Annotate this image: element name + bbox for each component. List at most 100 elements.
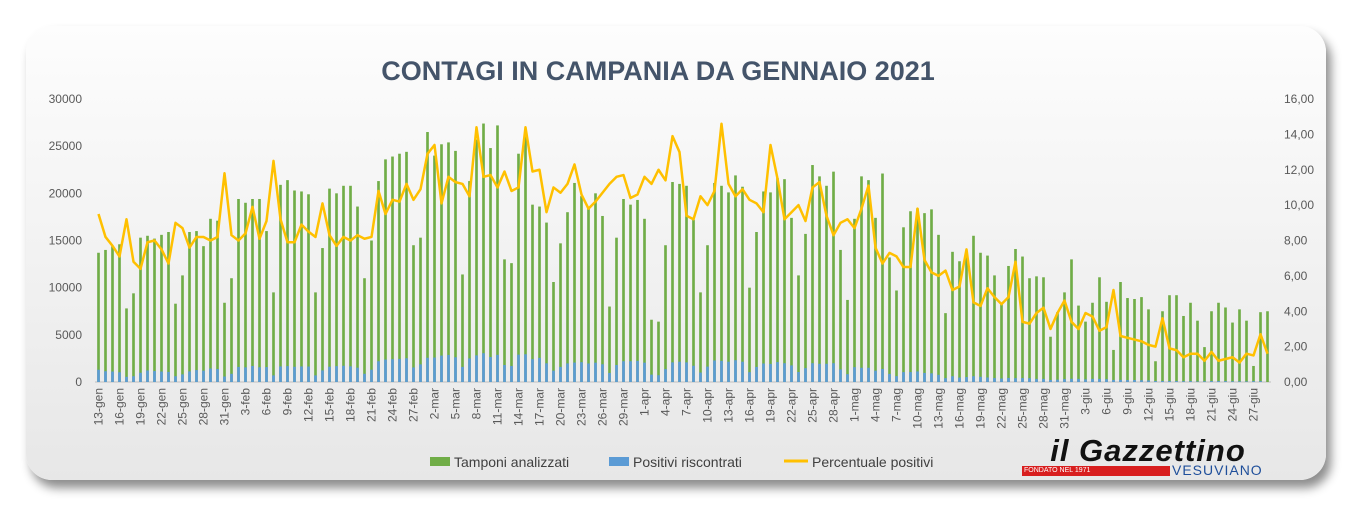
tamponi-bars xyxy=(97,123,1269,382)
x-tick-label: 17-mar xyxy=(533,388,547,426)
bar-tamponi xyxy=(104,249,107,382)
bar-tamponi xyxy=(258,198,261,382)
bar-positivi xyxy=(489,357,492,382)
bar-tamponi xyxy=(188,232,191,382)
bar-positivi xyxy=(1000,378,1003,382)
bar-positivi xyxy=(370,369,373,382)
bar-tamponi xyxy=(475,139,478,382)
bar-positivi xyxy=(734,360,737,382)
bar-positivi xyxy=(1140,380,1143,382)
bar-positivi xyxy=(664,369,667,382)
bar-positivi xyxy=(412,367,415,382)
x-tick-label: 6-giu xyxy=(1100,388,1114,415)
bar-tamponi xyxy=(895,290,898,382)
bar-tamponi xyxy=(1175,295,1178,382)
bar-tamponi xyxy=(272,292,275,382)
bar-tamponi xyxy=(244,202,247,382)
bar-positivi xyxy=(559,366,562,382)
x-tick-label: 23-mar xyxy=(575,388,589,426)
bar-positivi xyxy=(503,365,506,382)
bar-tamponi xyxy=(335,193,338,382)
bar-tamponi xyxy=(356,206,359,382)
bar-tamponi xyxy=(517,153,520,382)
bar-positivi xyxy=(1077,378,1080,382)
bar-positivi xyxy=(538,357,541,382)
bar-tamponi xyxy=(573,182,576,382)
bar-positivi xyxy=(384,359,387,382)
y-left-tick-label: 15000 xyxy=(49,234,83,248)
bar-positivi xyxy=(1126,380,1129,382)
bar-tamponi xyxy=(916,208,919,382)
bar-positivi xyxy=(300,366,303,382)
bar-tamponi xyxy=(699,292,702,382)
bar-tamponi xyxy=(776,178,779,382)
bar-tamponi xyxy=(230,278,233,382)
bar-tamponi xyxy=(615,237,618,382)
bar-tamponi xyxy=(237,198,240,382)
bar-tamponi xyxy=(986,255,989,382)
bar-tamponi xyxy=(1224,307,1227,382)
bar-positivi xyxy=(580,362,583,382)
bar-tamponi xyxy=(160,234,163,382)
bar-tamponi xyxy=(363,278,366,382)
bar-positivi xyxy=(741,361,744,382)
x-tick-label: 16-mag xyxy=(953,388,967,429)
bar-tamponi xyxy=(853,218,856,382)
bar-tamponi xyxy=(454,150,457,382)
bar-positivi xyxy=(1035,378,1038,382)
bar-tamponi xyxy=(125,308,128,382)
bar-positivi xyxy=(1175,381,1178,382)
x-tick-label: 22-gen xyxy=(155,388,169,425)
bar-positivi xyxy=(720,360,723,382)
bar-tamponi xyxy=(1035,276,1038,382)
bar-tamponi xyxy=(370,240,373,382)
bar-positivi xyxy=(1245,381,1248,382)
bar-tamponi xyxy=(783,179,786,382)
x-tick-label: 28-apr xyxy=(827,388,841,423)
bar-positivi xyxy=(762,363,765,382)
bar-tamponi xyxy=(1238,309,1241,382)
gazzettino-logo: il Gazzettino FONDATO NEL 1971 VESUVIANO xyxy=(1022,435,1274,477)
bar-tamponi xyxy=(1217,302,1220,382)
bar-positivi xyxy=(517,354,520,382)
y-right-tick-label: 0,00 xyxy=(1284,375,1308,389)
bar-positivi xyxy=(237,366,240,382)
bar-tamponi xyxy=(1056,312,1059,382)
bar-positivi xyxy=(601,364,604,382)
bar-tamponi xyxy=(741,186,744,382)
x-tick-label: 4-mag xyxy=(869,388,883,422)
x-tick-label: 25-apr xyxy=(806,388,820,423)
y-right-tick-label: 8,00 xyxy=(1284,234,1308,248)
x-tick-label: 11-mar xyxy=(491,388,505,425)
bar-positivi xyxy=(832,363,835,382)
bar-tamponi xyxy=(349,185,352,382)
bar-tamponi xyxy=(293,190,296,382)
bar-tamponi xyxy=(503,259,506,382)
bar-positivi xyxy=(748,372,751,382)
bar-tamponi xyxy=(1112,349,1115,382)
bar-tamponi xyxy=(1084,321,1087,382)
y-left-tick-label: 0 xyxy=(75,375,82,389)
bar-tamponi xyxy=(846,299,849,382)
bar-tamponi xyxy=(1007,265,1010,382)
bar-tamponi xyxy=(174,303,177,382)
x-tick-label: 28-mag xyxy=(1037,388,1051,429)
x-tick-label: 25-gen xyxy=(176,388,190,425)
bar-tamponi xyxy=(965,256,968,382)
y-left-tick-label: 10000 xyxy=(49,281,83,295)
bar-tamponi xyxy=(223,302,226,382)
y-left-tick-label: 25000 xyxy=(49,139,83,153)
logo-name: il Gazzettino xyxy=(1050,433,1246,468)
bar-positivi xyxy=(993,378,996,382)
bar-tamponi xyxy=(286,180,289,382)
bar-positivi xyxy=(965,377,968,382)
bar-positivi xyxy=(104,371,107,382)
bar-positivi xyxy=(713,360,716,382)
bar-positivi xyxy=(1119,379,1122,382)
bar-positivi xyxy=(202,370,205,382)
bar-tamponi xyxy=(531,204,534,382)
bar-tamponi xyxy=(468,181,471,382)
bar-tamponi xyxy=(1245,320,1248,382)
x-tick-label: 2-mar xyxy=(428,388,442,419)
x-tick-label: 13-mag xyxy=(932,388,946,429)
